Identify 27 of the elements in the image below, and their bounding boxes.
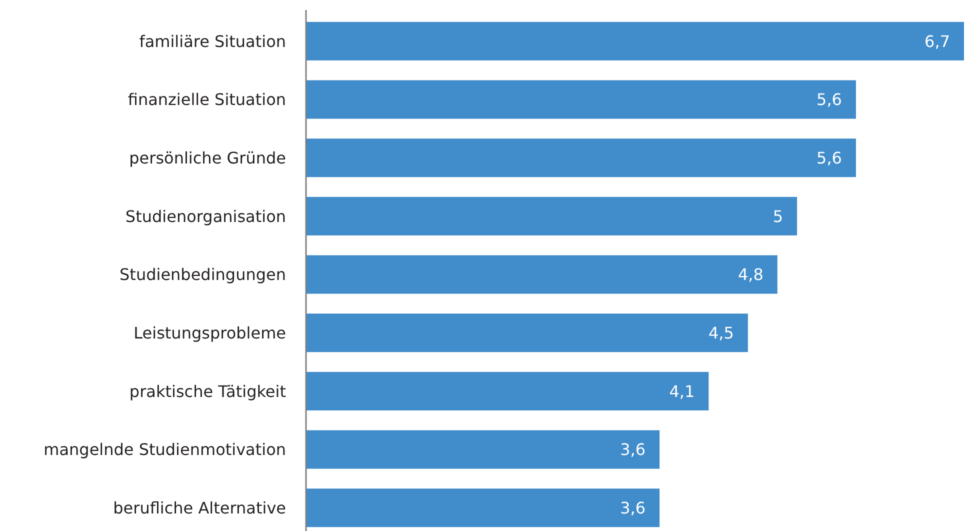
- bar: [306, 255, 778, 294]
- data-label: 6,7: [924, 32, 950, 51]
- y-tick-label: familiäre Situation: [139, 32, 286, 51]
- data-label: 3,6: [620, 498, 646, 518]
- bar: [306, 488, 660, 528]
- data-label: 5,6: [816, 148, 842, 168]
- data-label: 5,6: [816, 90, 842, 110]
- y-tick-label: berufliche Alternative: [113, 498, 286, 518]
- y-tick-label: persönliche Gründe: [129, 148, 286, 168]
- bar: [306, 80, 856, 119]
- y-tick-label: praktische Tätigkeit: [129, 382, 286, 401]
- bar: [306, 314, 748, 352]
- bar: [306, 22, 964, 60]
- bar: [306, 138, 856, 178]
- bar: [306, 372, 709, 410]
- data-label: 4,5: [708, 323, 734, 342]
- y-tick-label: mangelnde Studienmotivation: [44, 440, 286, 460]
- bar: [306, 430, 660, 469]
- data-label: 5: [772, 206, 784, 226]
- y-tick-label: Studienorganisation: [125, 206, 286, 226]
- data-label: 3,6: [620, 440, 646, 460]
- y-tick-label: Leistungsprobleme: [134, 323, 286, 342]
- y-tick-label: Studienbedingungen: [120, 265, 286, 284]
- data-label: 4,8: [738, 265, 764, 284]
- y-tick-label: finanzielle Situation: [128, 90, 286, 110]
- bar: [306, 196, 798, 236]
- data-label: 4,1: [669, 382, 695, 401]
